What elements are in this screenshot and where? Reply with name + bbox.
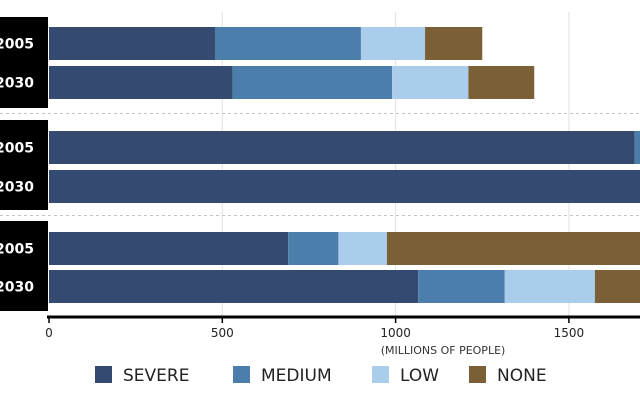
row-label: 2005 <box>0 141 34 157</box>
row-label: 2030 <box>0 76 34 92</box>
bars <box>49 27 640 303</box>
bar-segment-none <box>425 27 482 60</box>
bar-segment-medium <box>635 131 640 164</box>
bar-segment-severe <box>49 66 233 99</box>
bar-segment-medium <box>288 232 338 265</box>
legend-label-low: LOW <box>400 366 439 386</box>
bar-segment-medium <box>233 66 392 99</box>
bar-segment-severe <box>49 131 635 164</box>
bar-segment-low <box>392 66 468 99</box>
legend-label-none: NONE <box>497 366 547 386</box>
bar-segment-none <box>468 66 534 99</box>
row-labels: 2005 2030 2005 2030 2005 2030 <box>0 17 48 311</box>
bar-segment-low <box>505 270 595 303</box>
row-label-block <box>0 17 48 108</box>
row-label: 2005 <box>0 242 34 258</box>
bar-segment-severe <box>49 170 640 203</box>
legend-label-medium: MEDIUM <box>261 366 332 386</box>
bar-segment-severe <box>49 27 215 60</box>
bar-segment-none <box>595 270 640 303</box>
bar-segment-low <box>361 27 425 60</box>
legend-swatch-medium <box>233 366 250 383</box>
bar-segment-medium <box>418 270 505 303</box>
x-tick-label: 0 <box>45 326 53 340</box>
bar-segment-severe <box>49 232 288 265</box>
row-label-block <box>0 120 48 210</box>
legend-label-severe: SEVERE <box>123 366 189 386</box>
row-label-block <box>0 221 48 311</box>
row-label: 2030 <box>0 280 34 296</box>
row-label: 2005 <box>0 37 34 53</box>
x-tick-label: 500 <box>211 326 234 340</box>
legend-swatch-none <box>469 366 486 383</box>
x-axis: 050010001500200025003000 <box>45 317 640 340</box>
bar-segment-low <box>338 232 387 265</box>
legend: SEVERE MEDIUM LOW NONE <box>95 366 547 386</box>
x-tick-label: 1500 <box>554 326 585 340</box>
x-tick-label: 1000 <box>380 326 411 340</box>
legend-swatch-severe <box>95 366 112 383</box>
legend-swatch-low <box>372 366 389 383</box>
bar-segment-severe <box>49 270 418 303</box>
row-label: 2030 <box>0 180 34 196</box>
stacked-bar-chart: 2005 2030 2005 2030 2005 2030 0 500 1000 1500 200… <box>0 0 640 400</box>
bar-segment-medium <box>215 27 361 60</box>
x-axis-unit-label: (MILLIONS OF PEOPLE) <box>381 344 506 357</box>
bar-segment-none <box>387 232 640 265</box>
